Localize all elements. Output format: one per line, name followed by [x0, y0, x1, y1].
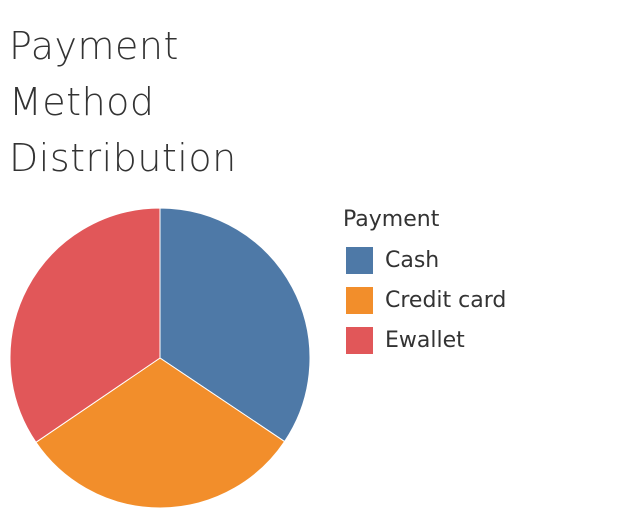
legend-item-ewallet[interactable]: Ewallet: [343, 320, 506, 360]
legend-label-ewallet: Ewallet: [385, 327, 465, 353]
legend: Payment Cash Credit card Ewallet: [343, 206, 506, 360]
chart-title-line-2: Method: [9, 80, 155, 124]
legend-swatch-credit-card: [346, 286, 373, 314]
pie-slice-ewallet[interactable]: [9, 207, 161, 444]
legend-item-credit-card[interactable]: Credit card: [343, 280, 506, 320]
legend-swatch-ewallet: [346, 326, 373, 354]
legend-label-credit-card: Credit card: [385, 287, 507, 313]
legend-label-cash: Cash: [385, 247, 440, 273]
chart-title: Payment Method Distribution: [9, 18, 237, 186]
legend-item-cash[interactable]: Cash: [343, 240, 506, 280]
chart-title-line-1: Payment: [9, 24, 179, 68]
legend-title: Payment: [343, 207, 440, 232]
legend-swatch-cash: [346, 246, 373, 274]
chart-title-line-3: Distribution: [9, 136, 237, 180]
pie-slice-credit-card[interactable]: [35, 357, 286, 509]
pie-slice-cash[interactable]: [159, 207, 311, 443]
pie-chart: [9, 207, 311, 509]
